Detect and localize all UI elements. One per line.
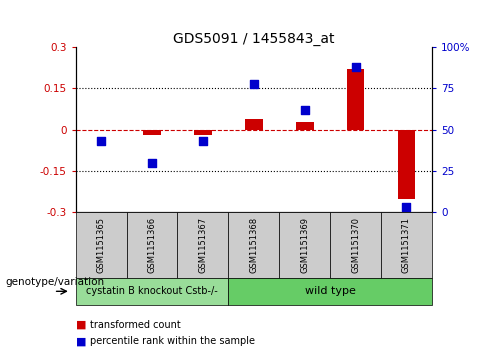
Bar [143, 130, 161, 135]
Text: ■: ■ [76, 320, 86, 330]
Bar [296, 122, 314, 130]
Text: percentile rank within the sample: percentile rank within the sample [90, 336, 255, 346]
Point [97, 138, 105, 144]
Title: GDS5091 / 1455843_at: GDS5091 / 1455843_at [173, 32, 334, 46]
Point [352, 64, 360, 70]
Point [403, 204, 410, 210]
Text: transformed count: transformed count [90, 320, 181, 330]
Bar [398, 130, 415, 199]
Bar [245, 119, 263, 130]
Text: GSM1151366: GSM1151366 [147, 217, 157, 273]
Point [199, 138, 207, 144]
Text: genotype/variation: genotype/variation [5, 277, 104, 287]
Text: GSM1151369: GSM1151369 [300, 217, 309, 273]
Text: GSM1151371: GSM1151371 [402, 217, 411, 273]
Text: GSM1151368: GSM1151368 [249, 217, 258, 273]
Point [250, 81, 258, 86]
Text: wild type: wild type [305, 286, 356, 296]
Text: ■: ■ [76, 336, 86, 346]
Point [148, 160, 156, 166]
Point [301, 107, 308, 113]
Text: GSM1151365: GSM1151365 [97, 217, 105, 273]
Text: cystatin B knockout Cstb-/-: cystatin B knockout Cstb-/- [86, 286, 218, 296]
Text: GSM1151367: GSM1151367 [198, 217, 207, 273]
Text: GSM1151370: GSM1151370 [351, 217, 360, 273]
Bar [346, 69, 365, 130]
Bar [194, 130, 212, 135]
